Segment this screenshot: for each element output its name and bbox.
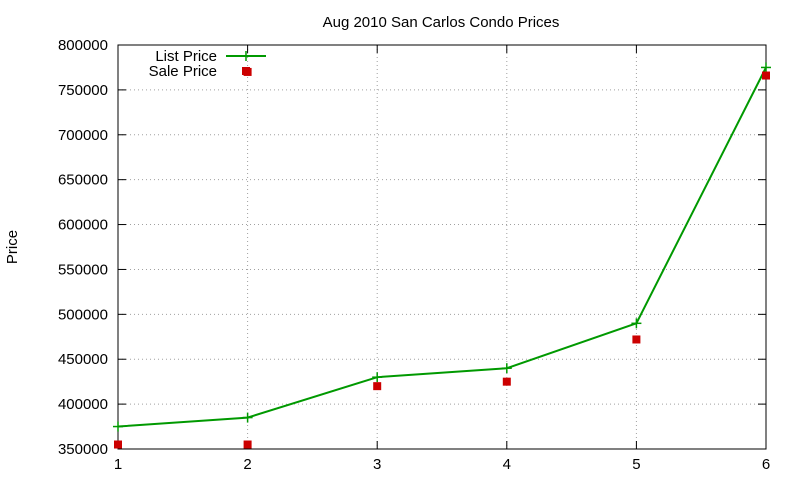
chart-title: Aug 2010 San Carlos Condo Prices: [323, 14, 560, 31]
sale-price-point: [762, 71, 770, 80]
tick-labels: 350000 400000 450000 500000 550000 600000 6500…: [58, 37, 770, 473]
y-tick-label: 800000: [58, 37, 108, 54]
x-tick-label: 4: [503, 456, 511, 473]
plot-frame: [117, 44, 767, 450]
grid: [118, 45, 766, 449]
x-tick-label: 5: [632, 456, 640, 473]
x-tick-label: 2: [243, 456, 251, 473]
list-price-point: [761, 62, 771, 73]
list-price-point: [242, 412, 253, 423]
x-tick-label: 1: [114, 456, 122, 473]
list-price-point: [372, 372, 383, 383]
sale-price-point: [502, 377, 511, 386]
y-tick-label: 450000: [58, 351, 108, 368]
y-tick-label: 650000: [58, 172, 108, 189]
y-tick-label: 500000: [58, 306, 108, 323]
x-tick-label: 3: [373, 456, 381, 473]
y-tick-label: 400000: [58, 396, 108, 413]
series-layer: [113, 62, 771, 449]
series-list-price: [113, 62, 771, 432]
y-axis-label: Price: [4, 230, 21, 264]
y-tick-label: 600000: [58, 217, 108, 234]
list-price-line: [117, 66, 767, 428]
series-sale-price: [114, 67, 770, 449]
x-tick-label: 6: [762, 456, 770, 473]
y-tick-label: 750000: [58, 82, 108, 99]
legend-square-marker: [242, 67, 250, 75]
y-tick-label: 700000: [58, 127, 108, 144]
y-tick-label: 550000: [58, 261, 108, 278]
y-tick-label: 350000: [58, 441, 108, 458]
sale-price-point: [373, 382, 382, 391]
sale-price-point: [632, 335, 641, 344]
sale-price-point: [243, 440, 252, 449]
legend-label: Sale Price: [149, 63, 217, 80]
sale-price-point: [114, 440, 122, 449]
list-price-point: [113, 421, 123, 432]
list-price-point: [501, 363, 512, 374]
legend-label: List Price: [155, 48, 217, 65]
legend-plus-marker: [241, 51, 251, 61]
list-price-point: [631, 318, 642, 329]
